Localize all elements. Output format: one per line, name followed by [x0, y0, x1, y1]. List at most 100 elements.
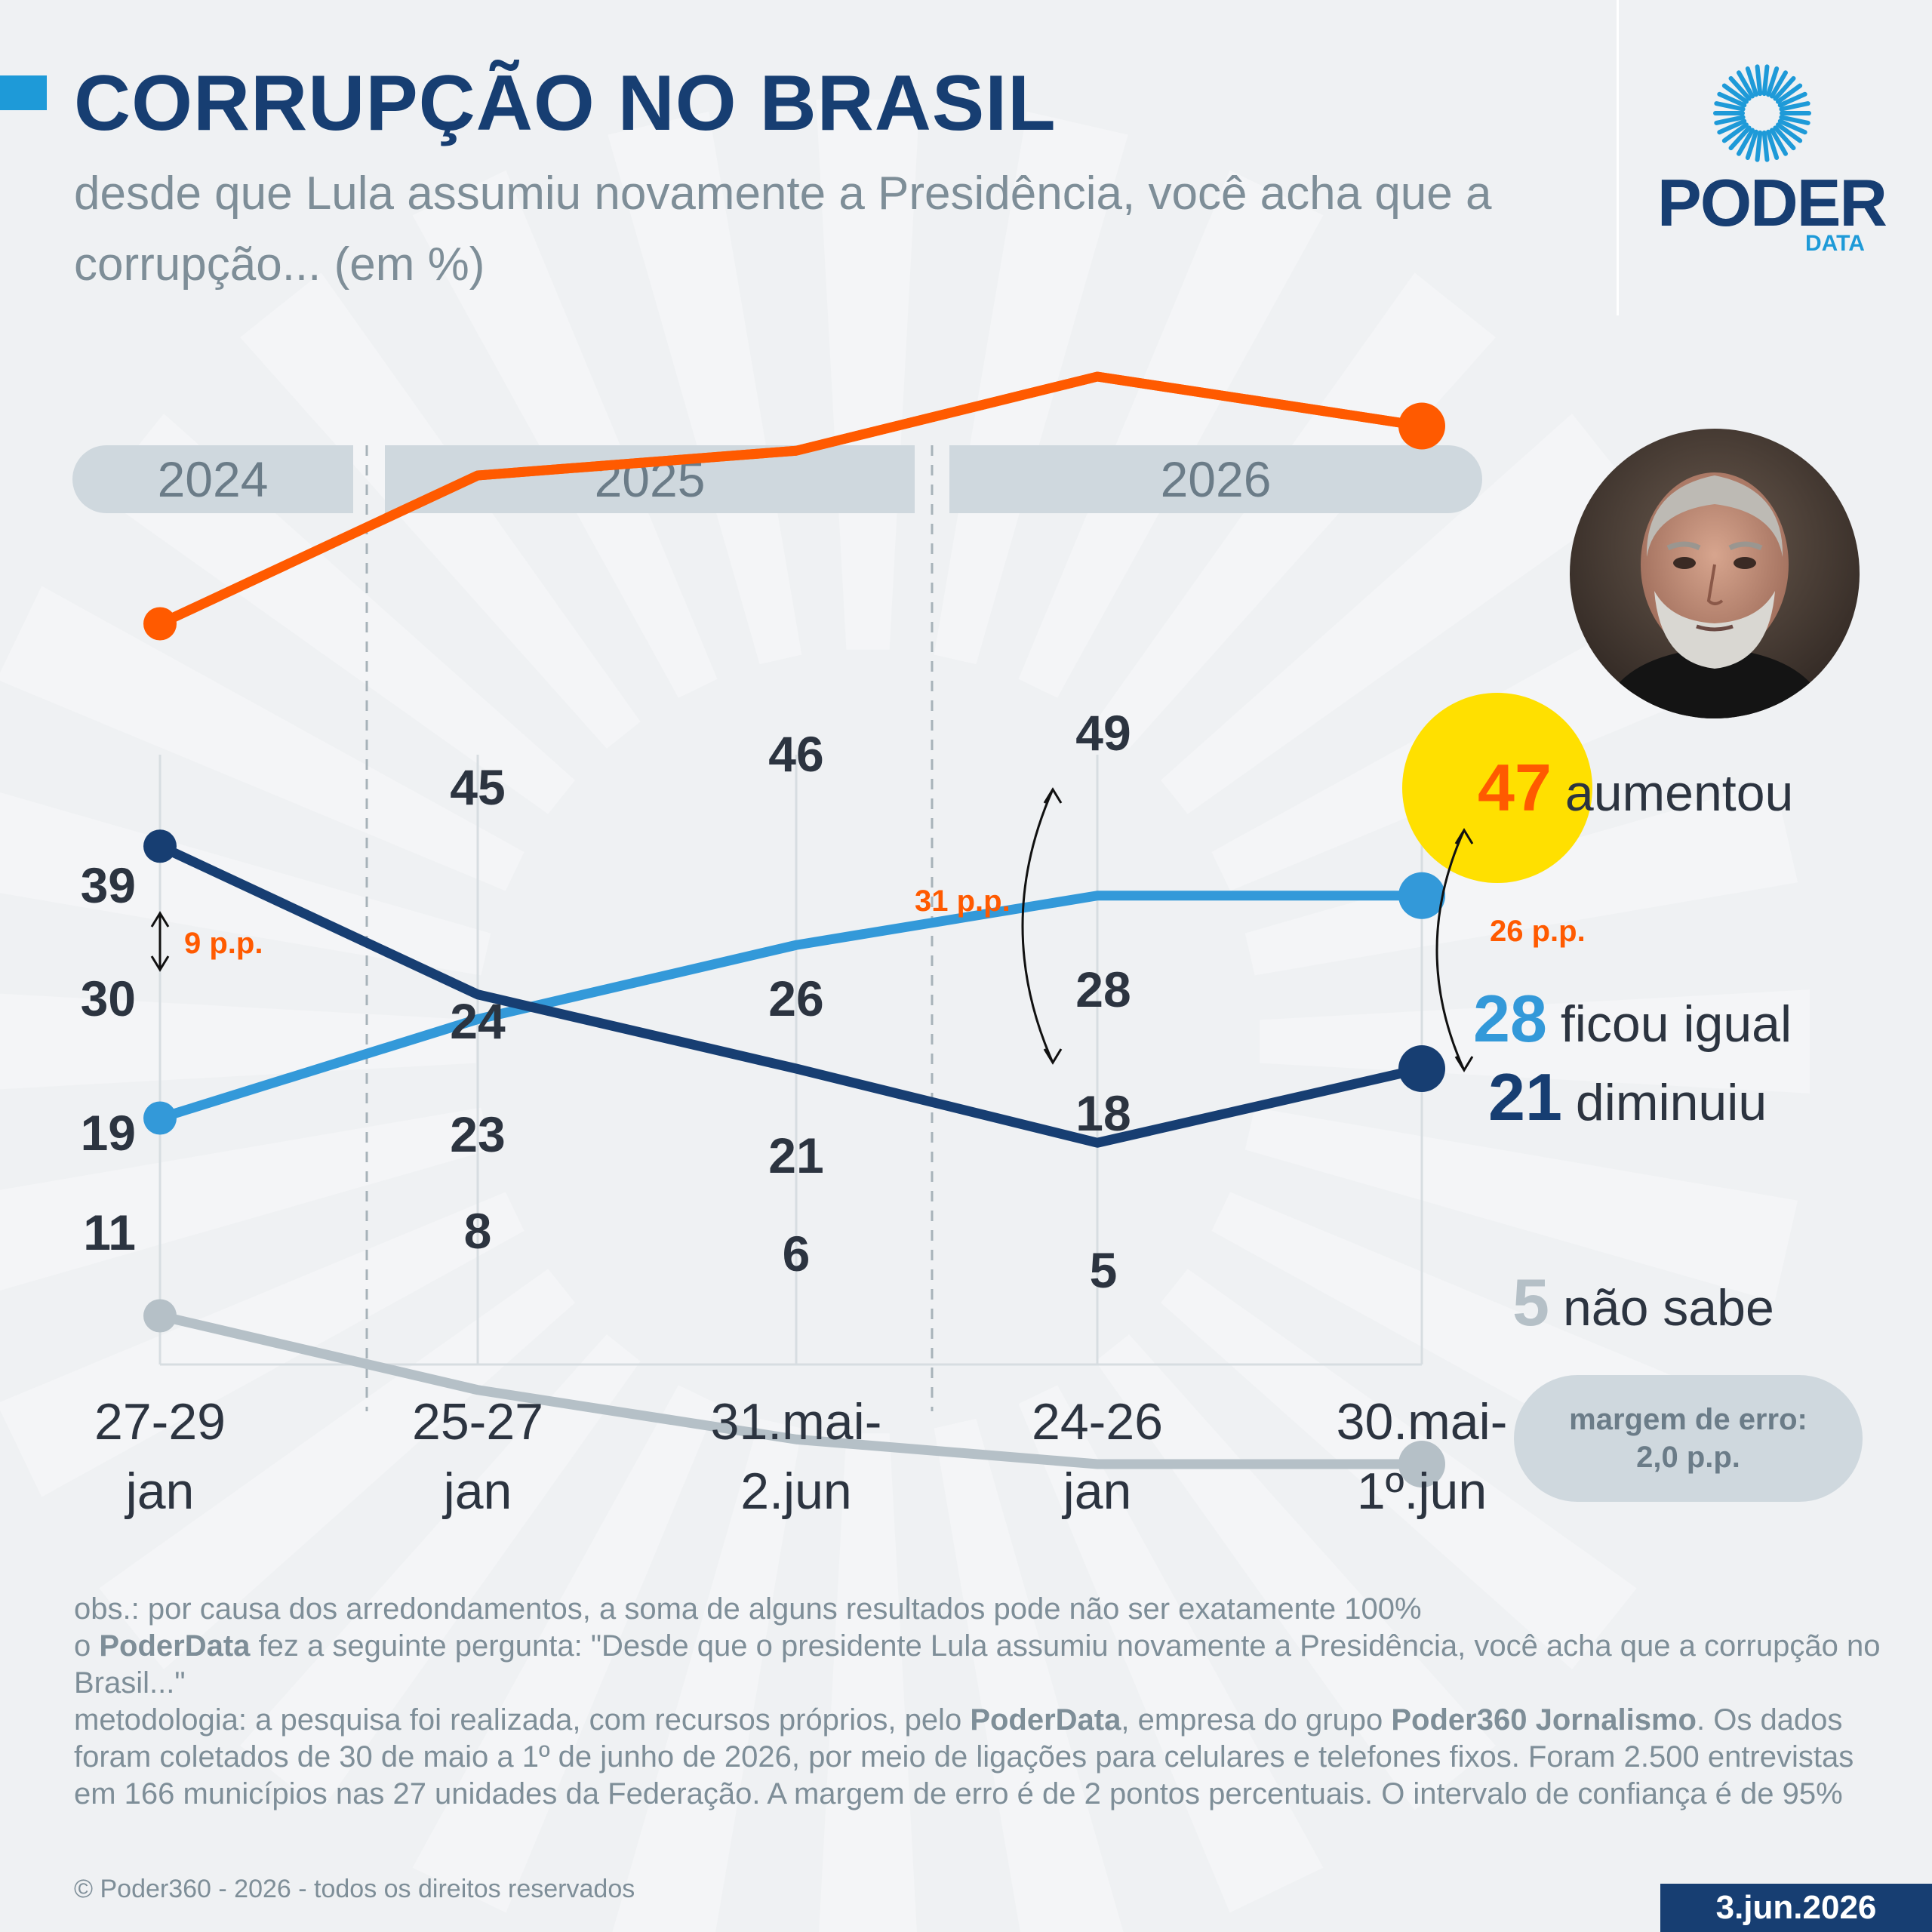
x-tick-line: jan [1063, 1463, 1132, 1520]
sunburst-ray [0, 993, 476, 1090]
sunburst-ray [0, 1107, 491, 1291]
series-line-0 [155, 371, 1427, 629]
x-tick-line: 2.jun [740, 1463, 852, 1520]
logo-ray [1745, 66, 1758, 97]
data-label: 6 [782, 1226, 811, 1281]
series-name: diminuiu [1575, 1074, 1767, 1131]
start-label: 11 [83, 1204, 136, 1260]
logo-ray [1766, 66, 1780, 97]
start-point-2 [143, 829, 177, 863]
gap-arrow-9-head [150, 955, 170, 972]
logo-ray [1773, 125, 1796, 151]
data-label: 8 [463, 1203, 492, 1259]
logo-ray [1766, 129, 1780, 160]
logo-ray [1737, 128, 1755, 156]
page-subtitle: desde que Lula assumiu novamente a Presi… [74, 168, 1492, 291]
gap-arrow-31 [1021, 789, 1054, 1063]
sunburst-ray [99, 1269, 575, 1669]
logo-ray [1779, 115, 1810, 125]
logo-ray [1761, 130, 1770, 162]
series-line-2 [155, 841, 1427, 1148]
x-tick-label: 30.mai- 1º.jun [1309, 1387, 1535, 1526]
logo-ray [1776, 83, 1803, 104]
sunburst-ray [1260, 989, 1810, 1094]
series-name: aumentou [1564, 764, 1794, 822]
x-tick-line: 31.mai- [710, 1393, 882, 1451]
series-name: não sabe [1562, 1279, 1774, 1337]
logo-ray [1777, 91, 1807, 108]
x-tick-label: 24-26 jan [984, 1387, 1211, 1526]
logo-sub: DATA [1805, 231, 1865, 256]
copyright: © Poder360 - 2026 - todos os direitos re… [74, 1875, 635, 1903]
logo-ray [1717, 118, 1747, 135]
end-label-1: 28 ficou igual [1473, 986, 1792, 1052]
end-label-2: 21 diminuiu [1488, 1064, 1767, 1131]
logo-word: PODER [1657, 165, 1887, 240]
logo-ray [1728, 125, 1752, 151]
gap-arrow-26-head [1454, 1056, 1474, 1072]
start-point-0 [143, 607, 177, 641]
logo-ray [1737, 70, 1755, 99]
year-band-2024: 2024 [72, 445, 353, 513]
series-line-3 [155, 1311, 1427, 1469]
logo-ray [1721, 83, 1749, 104]
gap-arrow-31-head [1043, 1048, 1063, 1065]
end-point-3 [1398, 1441, 1445, 1487]
logo-ray [1714, 101, 1746, 112]
sunburst-ray [1244, 1107, 1798, 1302]
data-label: 5 [1089, 1242, 1118, 1298]
gap-arrow-26 [1435, 829, 1466, 1071]
series-line-1 [155, 891, 1427, 1123]
question-note: o PoderData fez a seguinte pergunta: "De… [74, 1629, 1881, 1700]
sunburst-ray [99, 414, 575, 814]
gap-arrow-26-head [1454, 828, 1474, 844]
series-line-aumentou [155, 371, 1427, 629]
x-tick-line: 27-29 [94, 1393, 226, 1451]
logo-ray [1770, 128, 1788, 156]
data-label: 26 [768, 971, 824, 1026]
data-label: 49 [1075, 705, 1131, 761]
data-label: 23 [450, 1106, 506, 1162]
end-label-3: 5 não sabe [1512, 1269, 1774, 1336]
sunburst-ray [819, 1433, 917, 1932]
end-value: 47 [1478, 750, 1552, 825]
logo-ray [1777, 118, 1807, 135]
page-title: CORRUPÇÃO NO BRASIL [74, 60, 1057, 147]
gap-annotation: 31 p.p. [915, 884, 1011, 918]
sunburst-ray [612, 1418, 802, 1932]
sunburst-ray [1161, 1269, 1637, 1669]
sunburst-ray [1018, 1385, 1324, 1913]
logo-ray [1776, 122, 1803, 143]
start-point-3 [143, 1299, 177, 1333]
sunburst-ray [412, 170, 718, 698]
x-tick-label: 31.mai- 2.jun [683, 1387, 909, 1526]
x-tick-line: 30.mai- [1336, 1393, 1508, 1451]
sunburst-ray [1095, 1334, 1496, 1810]
logo-ray [1770, 70, 1788, 99]
x-tick-label: 25-27 jan [365, 1387, 591, 1526]
start-point-1 [143, 1101, 177, 1135]
logo-ray [1721, 122, 1749, 143]
end-value: 28 [1473, 981, 1547, 1056]
sunburst-ray [934, 1418, 1124, 1932]
accent-bar [0, 75, 47, 110]
logo-ray [1755, 64, 1763, 97]
end-value: 5 [1512, 1265, 1549, 1340]
start-label: 39 [80, 857, 136, 913]
start-label: 30 [80, 971, 136, 1026]
gap-arrow-9-head [150, 911, 170, 928]
year-band-2026: 2026 [949, 445, 1482, 513]
data-label: 28 [1075, 961, 1131, 1017]
logo-ray [1717, 91, 1747, 108]
sunburst-ray [1161, 414, 1637, 814]
logo-ray [1773, 75, 1796, 101]
highlight-circle [1402, 693, 1592, 883]
sunburst-ray [240, 1334, 641, 1810]
sunburst-ray [412, 1385, 718, 1913]
data-label: 18 [1075, 1085, 1131, 1141]
x-tick-line: jan [443, 1463, 512, 1520]
x-tick-line: 1º.jun [1356, 1463, 1487, 1520]
gap-annotation: 9 p.p. [184, 927, 263, 960]
end-label-0: 47 aumentou [1478, 755, 1793, 821]
